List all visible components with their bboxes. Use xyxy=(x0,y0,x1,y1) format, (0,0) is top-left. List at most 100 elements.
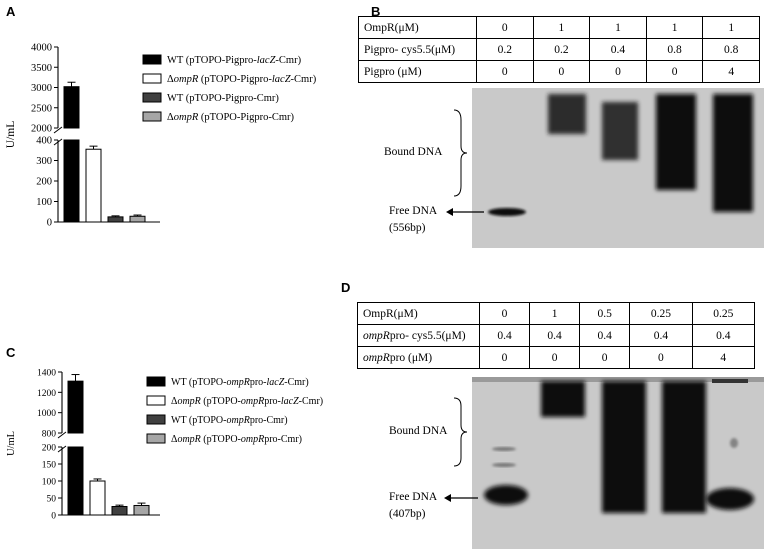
panel-b-table-cell: 0 xyxy=(532,60,591,83)
panel-d-table-cell: 0.5 xyxy=(579,302,631,325)
panel-a-bar-3 xyxy=(107,216,124,223)
panel-c-tick-label: 50 xyxy=(47,495,57,505)
panel-a-axis-break xyxy=(53,138,63,146)
panel-d-lane5-faint-spot xyxy=(730,438,738,448)
panel-b-free-dna-label: Free DNA xyxy=(389,205,438,217)
panel-c-ylabel: U/mL xyxy=(6,431,17,456)
panel-a-letter: A xyxy=(6,4,16,19)
panel-d-table-cell: 4 xyxy=(691,346,756,369)
panel-d-free-dna-size-label: (407bp) xyxy=(389,508,426,520)
panel-d-bound-bracket xyxy=(453,397,468,467)
panel-d-bound-dna-label: Bound DNA xyxy=(389,425,448,437)
panel-c-tick-label: 1400 xyxy=(37,369,56,379)
panel-b-table-cell: 0 xyxy=(476,60,534,83)
panel-c-legend-swatch-2 xyxy=(146,395,166,406)
panel-a-tick-label: 2000 xyxy=(31,124,52,135)
panel-d-table-cell: 0 xyxy=(478,346,531,369)
panel-b-table-cell: 0.8 xyxy=(645,38,704,61)
panel-d-free-dna-label: Free DNA xyxy=(389,491,438,503)
panel-c-axis-break xyxy=(57,431,67,439)
panel-a-legend-label-2: ΔompR (pTOPO-Pigpro-lacZ-Cmr) xyxy=(167,74,317,85)
panel-a-tick-label: 300 xyxy=(36,156,52,167)
panel-d-gel-bands xyxy=(472,377,764,513)
panel-b-lane3-bound-band xyxy=(602,102,638,160)
panel-c-bar-2 xyxy=(89,480,106,516)
panel-c-legend-label-2: ΔompR (pTOPO-ompRpro-lacZ-Cmr) xyxy=(171,396,323,407)
panel-b-table-row-1-label: OmpR(μM) xyxy=(358,16,477,39)
panel-a-tick-label: 3500 xyxy=(31,63,52,74)
panel-b-letter: B xyxy=(371,4,381,19)
panel-c-legend-swatch-1 xyxy=(146,376,166,387)
panel-d-lane3-bound-band xyxy=(602,381,646,513)
panel-a-bar-2 xyxy=(85,148,102,223)
panel-c-bar-3 xyxy=(111,506,128,516)
panel-d-letter: D xyxy=(341,280,351,295)
panel-c-tick-label: 200 xyxy=(42,444,57,454)
panel-a-tick-label: 400 xyxy=(36,136,52,147)
panel-b-table-cell: 1 xyxy=(589,16,647,39)
panel-d-table-row-1-label: OmpR(μM) xyxy=(357,302,480,325)
panel-c-legend-label-4: ΔompR (pTOPO-ompRpro-Cmr) xyxy=(171,434,302,445)
panel-d-table-row-2-label: ompRpro- cys5.5(μM) xyxy=(357,324,480,347)
panel-b-table-row-2: Pigpro- cys5.5(μM) 0.2 0.2 0.4 0.8 0.8 xyxy=(358,38,760,61)
panel-d-table-cell: 0.25 xyxy=(691,302,756,325)
panel-c-tick-label: 100 xyxy=(42,478,57,488)
panel-a-legend-label-4: ΔompR (pTOPO-Pigpro-Cmr) xyxy=(167,112,295,123)
panel-b-lane2-bound-band xyxy=(548,94,586,134)
panel-d-table-cell: 1 xyxy=(529,302,581,325)
panel-d-table-cell: 0.4 xyxy=(629,324,693,347)
panel-d-lane1-faint-band-1 xyxy=(492,447,516,451)
panel-b-table-cell: 4 xyxy=(702,60,760,83)
panel-b-table-cell: 0 xyxy=(589,60,647,83)
panel-d-lane1-faint-band-2 xyxy=(492,463,516,467)
panel-d-gel-image xyxy=(472,377,764,549)
panel-c-tick-label: 150 xyxy=(42,461,57,471)
panel-c-tick-label: 0 xyxy=(51,512,56,522)
panel-a-legend-swatch-3 xyxy=(142,92,162,103)
panel-b-table-cell: 1 xyxy=(532,16,591,39)
panel-b-table-cell: 0 xyxy=(476,16,534,39)
panel-a-legend-label-3: WT (pTOPO-Pigpro-Cmr) xyxy=(167,93,279,104)
panel-d-table-row-2: ompRpro- cys5.5(μM) 0.4 0.4 0.4 0.4 0.4 xyxy=(357,324,756,347)
panel-d-table-cell: 0 xyxy=(579,346,631,369)
panel-b-bound-bracket xyxy=(453,109,468,197)
panel-b-lane4-bound-band xyxy=(656,94,696,190)
panel-c-legend-swatch-4 xyxy=(146,433,166,444)
panel-b-table-row-1: OmpR(μM) 0 1 1 1 1 xyxy=(358,16,760,39)
panel-a-tick-label: 3000 xyxy=(31,83,52,94)
panel-d-lane2-bound-band xyxy=(541,381,585,417)
panel-d-table-row-3: ompRpro (μM) 0 0 0 0 4 xyxy=(357,346,756,369)
panel-b-table-cell: 0.2 xyxy=(532,38,591,61)
panel-c-tick-label: 1200 xyxy=(37,389,56,399)
panel-a-bar-1-lower xyxy=(63,139,80,223)
panel-d-table-row-1: OmpR(μM) 0 1 0.5 0.25 0.25 xyxy=(357,302,756,325)
panel-b-lane5-bound-band xyxy=(713,94,753,212)
panel-b-gel-bands xyxy=(488,94,753,216)
panel-c-bar-4 xyxy=(133,504,150,516)
panel-b-gel-image xyxy=(472,88,764,248)
panel-c-axis-break xyxy=(57,445,67,453)
panel-a-bar-1 xyxy=(63,86,80,129)
panel-b-table-row-3-label: Pigpro (μM) xyxy=(358,60,477,83)
panel-a-legend-swatch-4 xyxy=(142,111,162,122)
panel-c-legend-swatch-3 xyxy=(146,414,166,425)
panel-c-bar-1-lower xyxy=(67,446,84,516)
panel-a-ylabel: U/mL xyxy=(5,121,17,148)
panel-a-bar-4 xyxy=(129,215,146,223)
panel-d-table-cell: 0.4 xyxy=(529,324,581,347)
panel-c-chart: U/mL 1400 1200 1000 800 200 150 100 50 0 WT (pTOPO… xyxy=(6,369,323,522)
panel-a-legend-swatch-1 xyxy=(142,54,162,65)
panel-b-table-row-2-label: Pigpro- cys5.5(μM) xyxy=(358,38,477,61)
panel-a-axis-break xyxy=(53,126,63,134)
panel-c-letter: C xyxy=(6,345,16,360)
panel-d-table-cell: 0.4 xyxy=(579,324,631,347)
panel-d-table-cell: 0 xyxy=(478,302,531,325)
panel-b-table-cell: 0.2 xyxy=(476,38,534,61)
panel-c-tick-label: 800 xyxy=(42,430,57,440)
panel-a-tick-label: 200 xyxy=(36,177,52,188)
panel-d-lane5-free-band xyxy=(706,488,754,510)
panel-b-bound-dna-label: Bound DNA xyxy=(384,146,443,158)
panel-d-table-cell: 0 xyxy=(629,346,693,369)
panel-b-condition-table: OmpR(μM) 0 1 1 1 1 Pigpro- cys5.5(μM) 0.2 0.2 0.4… xyxy=(358,16,760,83)
